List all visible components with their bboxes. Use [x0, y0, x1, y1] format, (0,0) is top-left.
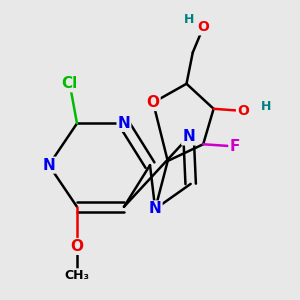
Text: O: O — [147, 95, 160, 110]
Text: O: O — [70, 239, 83, 254]
Text: N: N — [43, 158, 55, 172]
Text: N: N — [118, 116, 130, 131]
Text: O: O — [237, 104, 249, 118]
Text: N: N — [149, 201, 162, 216]
Text: H: H — [183, 13, 194, 26]
Text: O: O — [197, 20, 209, 34]
Text: N: N — [182, 130, 195, 145]
Text: H: H — [261, 100, 271, 113]
Text: CH₃: CH₃ — [64, 269, 89, 282]
Text: Cl: Cl — [61, 76, 78, 91]
Text: F: F — [229, 139, 240, 154]
